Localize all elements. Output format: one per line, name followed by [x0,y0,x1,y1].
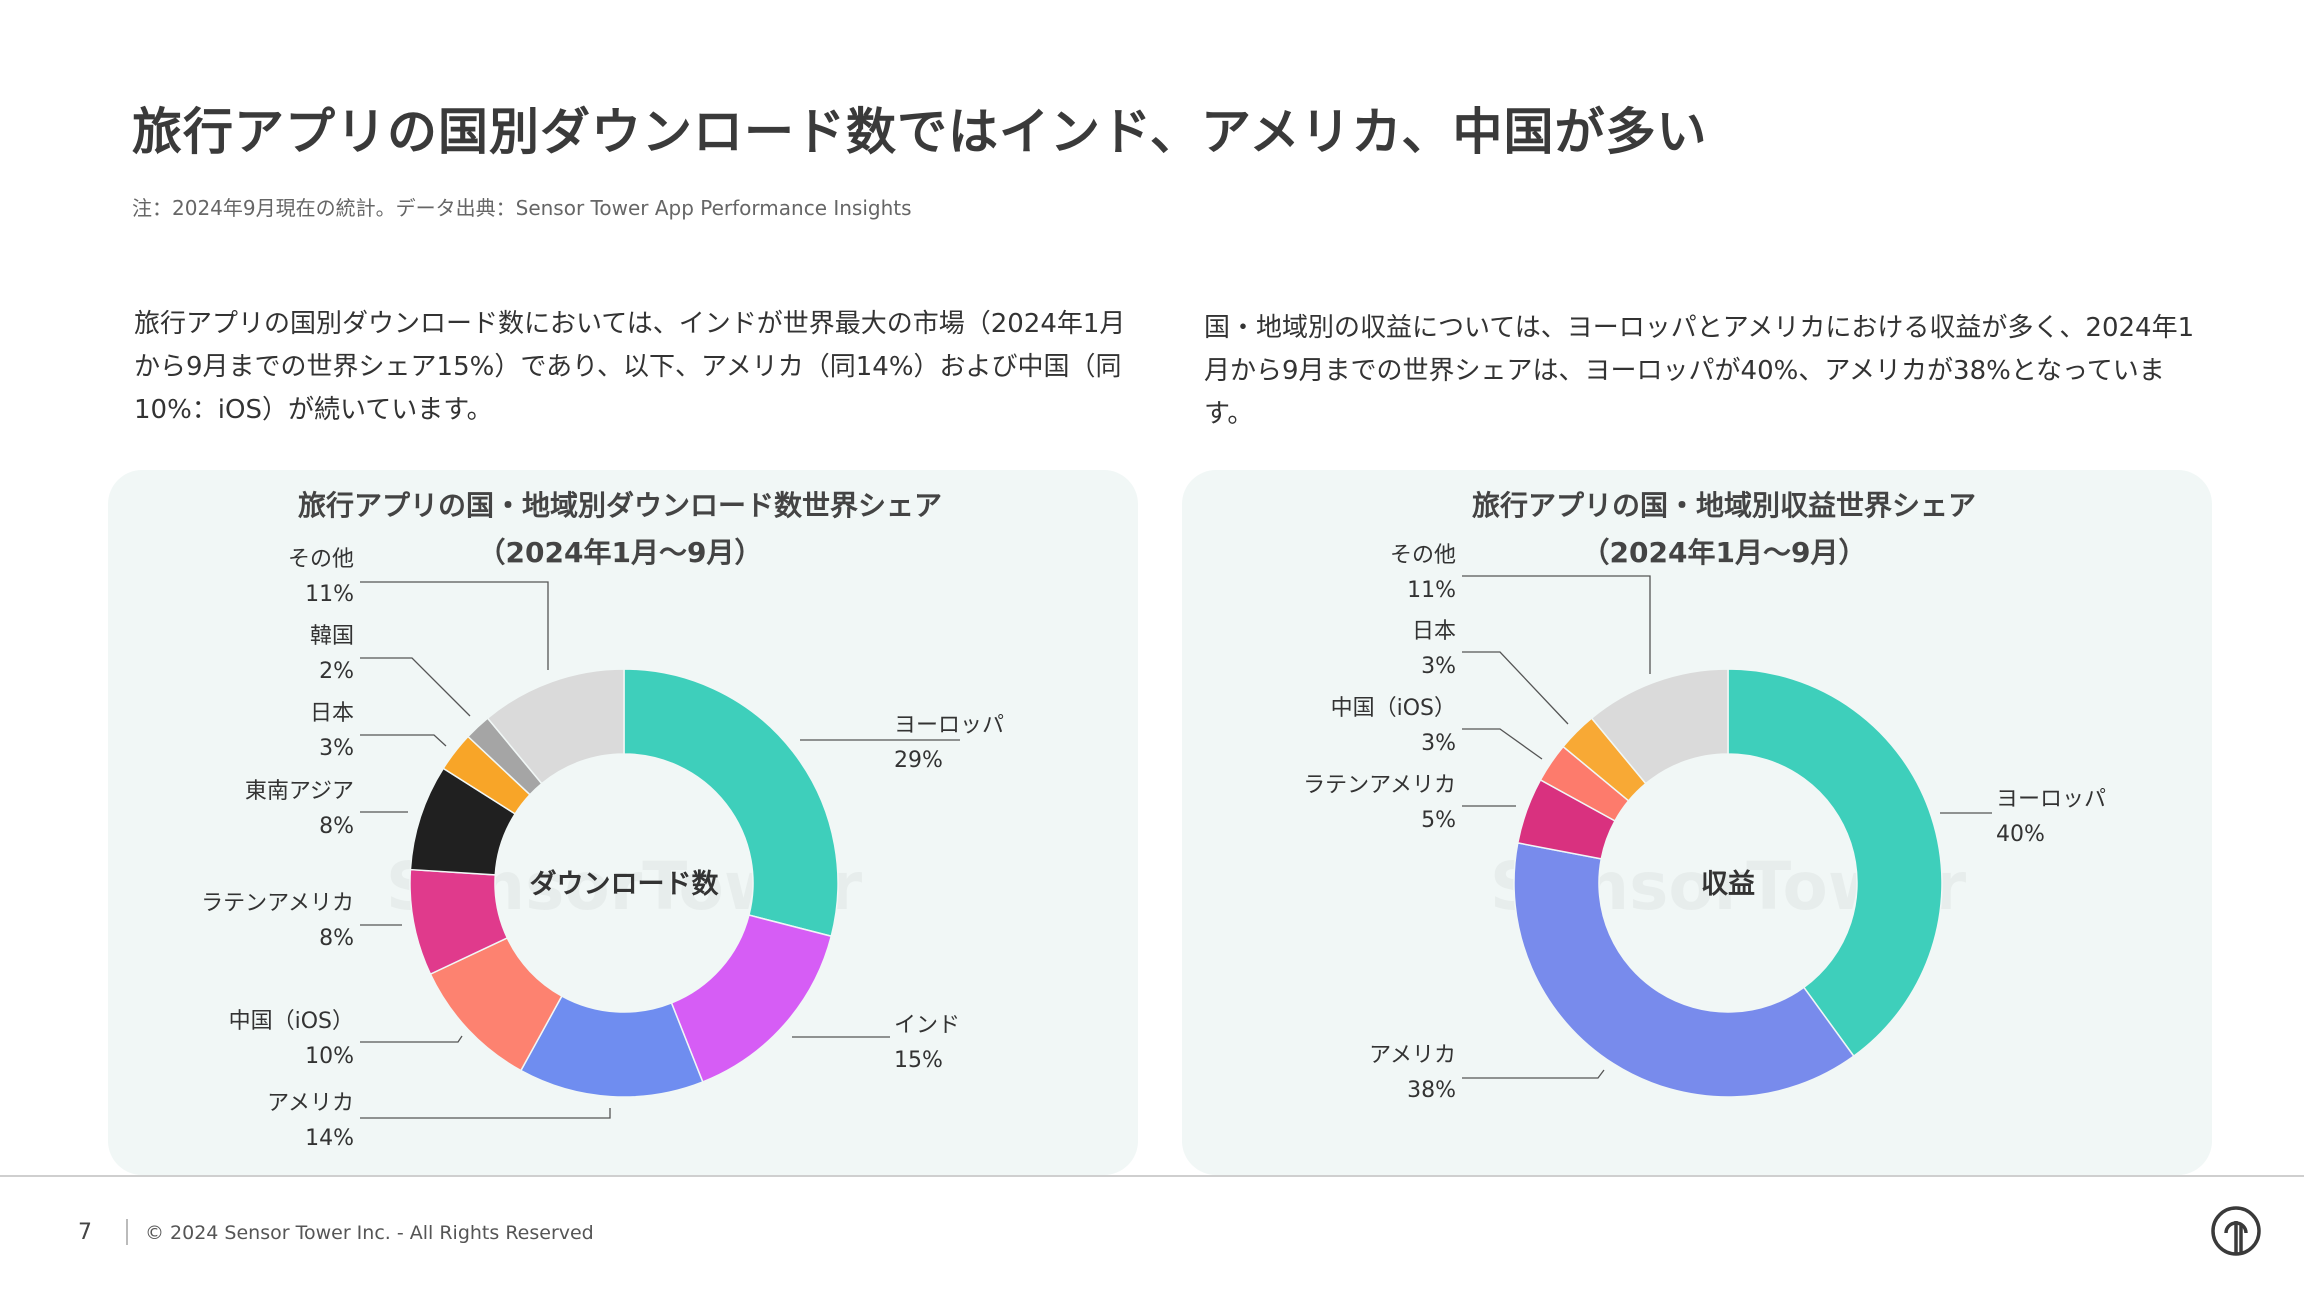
donut-center-label: ダウンロード数 [530,868,720,900]
slice-value-label: 11% [305,582,354,607]
chart-subtitle: （2024年1月〜9月） [478,536,763,569]
slice-value-label: 2% [319,659,354,684]
chart-subtitle: （2024年1月〜9月） [1582,536,1867,569]
donut-slice-0[interactable] [1727,668,1943,1058]
leader-line [360,581,549,670]
slice-value-label: 3% [1421,654,1456,679]
copyright-text: © 2024 Sensor Tower Inc. - All Rights Re… [145,1222,594,1244]
revenue-donut-chart: SensorTower旅行アプリの国・地域別収益世界シェア（2024年1月〜9月… [1303,489,2106,1103]
slice-label: ラテンアメリカ [1303,773,1456,798]
leader-line [360,1035,463,1043]
footer-separator [126,1219,128,1245]
chart-title: 旅行アプリの国・地域別収益世界シェア [1472,489,1976,522]
downloads-donut-chart: SensorTower旅行アプリの国・地域別ダウンロード数世界シェア（2024年… [201,489,1004,1151]
slice-value-label: 14% [305,1126,354,1151]
leader-line [1462,1069,1605,1079]
slice-value-label: 3% [319,736,354,761]
donut-slice-5[interactable] [1590,668,1729,785]
slice-label: 日本 [1412,619,1456,644]
slice-label: アメリカ [267,1091,354,1116]
slice-value-label: 38% [1407,1078,1456,1103]
description-revenue: 国・地域別の収益については、ヨーロッパとアメリカにおける収益が多く、2024年1… [1204,313,2195,429]
donut-slice-8[interactable] [486,668,625,785]
leader-line [1462,575,1651,674]
slice-label: アメリカ [1369,1043,1456,1068]
footer-divider [0,1175,2304,1177]
leader-line [360,1108,611,1119]
revenue-chart-panel: SensorTower旅行アプリの国・地域別収益世界シェア（2024年1月〜9月… [1182,470,2212,1175]
slice-value-label: 15% [894,1048,943,1073]
leader-line [360,657,471,717]
slice-label: 中国（iOS） [229,1009,354,1034]
slice-label: インド [894,1013,960,1038]
leader-line [1462,651,1569,725]
slice-value-label: 3% [1421,731,1456,756]
slice-label: 日本 [310,701,354,726]
slice-value-label: 11% [1407,578,1456,603]
slice-value-label: 8% [319,814,354,839]
donut-slice-1[interactable] [1513,842,1855,1098]
donut-center-label: 収益 [1701,869,1755,900]
page-title: 旅行アプリの国別ダウンロード数ではインド、アメリカ、中国が多い [132,103,1708,161]
slice-label: 東南アジア [245,779,354,804]
slice-label: ヨーロッパ [894,713,1004,738]
donut-slice-1[interactable] [670,914,833,1083]
slice-label: その他 [288,547,354,572]
sensor-tower-logo-icon [2211,1206,2261,1256]
slice-label: ヨーロッパ [1996,787,2106,812]
chart-title: 旅行アプリの国・地域別ダウンロード数世界シェア [298,489,942,522]
slice-value-label: 29% [894,748,943,773]
slice-label: 中国（iOS） [1331,696,1456,721]
slice-label: ラテンアメリカ [201,891,354,916]
slice-value-label: 10% [305,1044,354,1069]
slice-value-label: 5% [1421,808,1456,833]
description-downloads: 旅行アプリの国別ダウンロード数においては、インドが世界最大の市場（2024年1月… [134,309,1126,425]
slice-label: その他 [1390,543,1456,568]
source-note: 注：2024年9月現在の統計。データ出典：Sensor Tower App Pe… [132,196,912,220]
slice-value-label: 8% [319,926,354,951]
donut-slice-0[interactable] [623,668,839,938]
page-number: 7 [78,1220,92,1245]
leader-line [360,734,447,747]
slice-label: 韓国 [310,624,354,649]
leader-line [1462,728,1543,760]
downloads-chart-panel: SensorTower旅行アプリの国・地域別ダウンロード数世界シェア（2024年… [108,470,1138,1175]
slice-value-label: 40% [1996,822,2045,847]
